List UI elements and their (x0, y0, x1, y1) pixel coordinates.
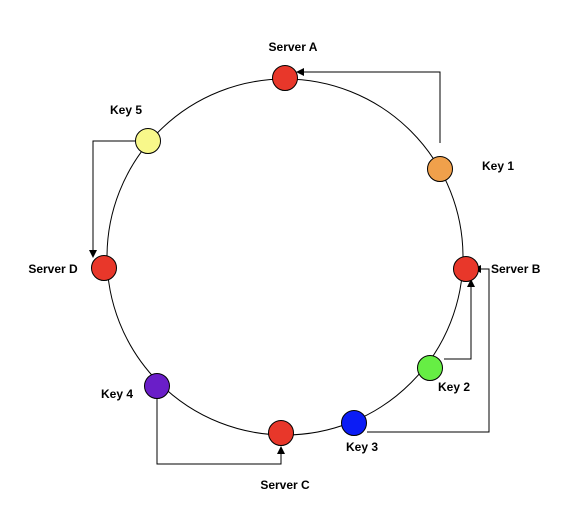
server-c-label: Server C (260, 478, 310, 492)
server-c-node[interactable] (268, 420, 294, 446)
key-5-label: Key 5 (110, 103, 142, 117)
connector-key1-to-server-a (296, 68, 441, 143)
key-3-node[interactable] (341, 410, 367, 436)
key-1-label: Key 1 (482, 159, 514, 173)
key-1-node[interactable] (427, 156, 453, 182)
key-3-label: Key 3 (346, 440, 378, 454)
server-d-label: Server D (28, 262, 78, 276)
key-4-label: Key 4 (101, 387, 133, 401)
server-b-label: Server B (491, 262, 541, 276)
connector-key4-to-server-c (156, 392, 285, 465)
server-a-node[interactable] (272, 65, 298, 91)
key-2-label: Key 2 (438, 380, 470, 394)
server-a-label: Server A (269, 40, 318, 54)
server-b-node[interactable] (453, 256, 479, 282)
key-4-node[interactable] (144, 373, 170, 399)
connector-key2-to-server-b (444, 279, 475, 360)
server-d-node[interactable] (91, 255, 117, 281)
connector-key3-to-server-b (367, 265, 490, 433)
connector-key5-to-server-d (89, 140, 135, 258)
key-5-node[interactable] (135, 128, 161, 154)
key-2-node[interactable] (417, 355, 443, 381)
